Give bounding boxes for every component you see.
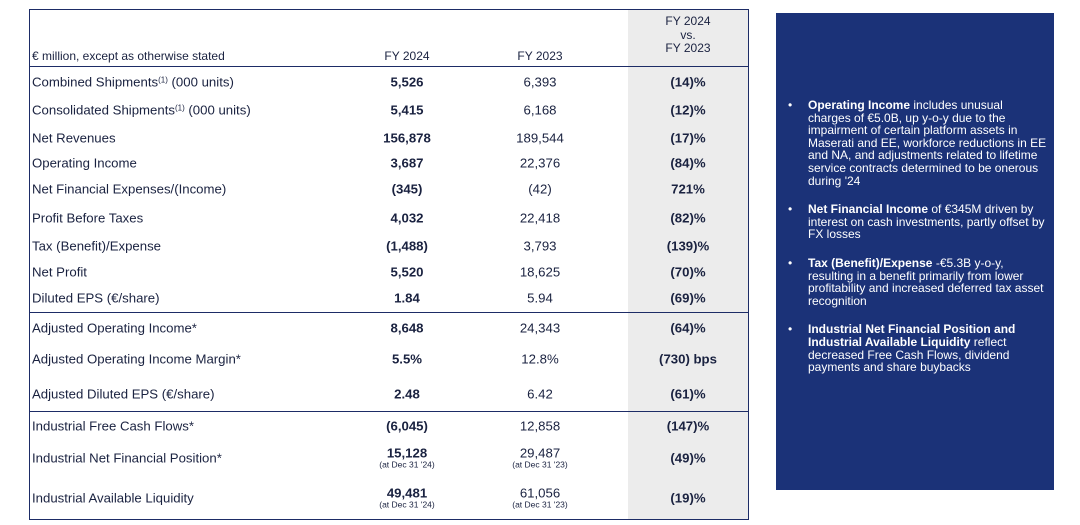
header-fy2024: FY 2024	[384, 49, 430, 63]
table-row: Tax (Benefit)/Expense (1,488) 3,793 (139…	[30, 232, 748, 260]
row-change-value: (49)%	[670, 450, 706, 466]
header-fy2023: FY 2023	[517, 49, 563, 63]
table-row: Combined Shipments(1) (000 units) 5,526 …	[30, 66, 748, 97]
table-row: Adjusted Operating Income* 8,648 24,343 …	[30, 312, 748, 342]
table-row: Adjusted Diluted EPS (€/share) 2.48 6.42…	[30, 377, 748, 411]
table-row: Net Revenues 156,878 189,544 (17)%	[30, 124, 748, 152]
table-row: Adjusted Operating Income Margin* 5.5% 1…	[30, 341, 748, 377]
row-fy2024-value: 5,526	[390, 74, 424, 90]
row-fy2023-value: 12,858	[519, 418, 561, 434]
row-label: Industrial Net Financial Position*	[32, 450, 222, 466]
row-label: Adjusted Operating Income*	[32, 320, 197, 335]
row-label: Consolidated Shipments(1) (000 units)	[32, 102, 251, 118]
row-fy2023-value: 24,343	[519, 320, 561, 335]
comparison-column-shading	[628, 10, 748, 519]
row-fy2023-value: 5.94	[527, 290, 553, 306]
header-comparison-line3: FY 2023	[665, 41, 711, 55]
table-row: Net Financial Expenses/(Income) (345) (4…	[30, 174, 748, 204]
row-change-value: (61)%	[670, 386, 706, 402]
row-change-value: (82)%	[670, 210, 706, 226]
commentary-item-tax: • Tax (Benefit)/Expense -€5.3B y-o-y, res…	[788, 255, 1044, 308]
row-change-value: (17)%	[670, 130, 706, 146]
row-label: Profit Before Taxes	[32, 210, 144, 226]
commentary-item-net-financial-income: • Net Financial Income of €345M driven by…	[788, 202, 1045, 242]
row-change-value: (64)%	[670, 320, 706, 335]
table-row: Diluted EPS (€/share) 1.84 5.94 (69)%	[30, 284, 748, 312]
row-label: Industrial Available Liquidity	[32, 490, 194, 506]
row-fy2023-value: 29,487 (at Dec 31 '23)	[480, 446, 600, 470]
row-change-value: (730) bps	[659, 351, 717, 367]
header-comparison: FY 2024 vs. FY 2023	[628, 14, 748, 56]
table-row: Operating Income 3,687 22,376 (84)%	[30, 152, 748, 174]
row-fy2023-value: 18,625	[519, 264, 561, 280]
row-label: Adjusted Diluted EPS (€/share)	[32, 386, 215, 402]
row-fy2024-value: 8,648	[390, 320, 424, 335]
row-fy2023-value: 12.8%	[521, 351, 559, 367]
table-row: Industrial Free Cash Flows* (6,045) 12,8…	[30, 411, 748, 440]
header-comparison-line2: vs.	[680, 27, 696, 42]
row-label: Adjusted Operating Income Margin*	[32, 351, 241, 367]
row-fy2024-value: 5,415	[390, 102, 424, 118]
row-fy2023-value: 189,544	[516, 130, 564, 146]
financial-summary-table: € million, except as otherwise stated FY…	[29, 9, 749, 520]
row-label: Net Financial Expenses/(Income)	[32, 181, 227, 197]
row-change-value: (69)%	[670, 290, 706, 306]
header-description: € million, except as otherwise stated	[32, 49, 225, 63]
row-fy2024-value: 5.5%	[391, 351, 423, 367]
row-fy2024-date-note: (at Dec 31 '24)	[379, 499, 435, 510]
commentary-item-operating-income: • Operating Income includes unusual charg…	[788, 98, 1047, 188]
row-fy2024-value: 4,032	[390, 210, 424, 226]
row-label: Industrial Free Cash Flows*	[32, 418, 194, 434]
row-fy2023-date-note: (at Dec 31 '23)	[512, 459, 568, 470]
header-comparison-line1: FY 2024	[665, 14, 711, 28]
row-fy2024-value: 5,520	[390, 264, 424, 280]
row-label: Tax (Benefit)/Expense	[32, 238, 162, 254]
row-label: Combined Shipments(1) (000 units)	[32, 74, 234, 90]
commentary-item-liquidity: • Industrial Net Financial Position and I…	[788, 322, 1016, 375]
row-change-value: (14)%	[670, 74, 706, 90]
row-fy2024-value: (1,488)	[386, 238, 428, 254]
row-fy2024-value: (6,045)	[386, 418, 428, 434]
row-fy2024-value: 3,687	[390, 155, 424, 171]
row-fy2024-value: 15,128 (at Dec 31 '24)	[352, 446, 462, 470]
row-fy2023-value: 22,418	[519, 210, 561, 226]
commentary-panel: • Operating Income includes unusual charg…	[776, 13, 1054, 490]
row-change-value: (147)%	[666, 418, 710, 434]
row-fy2023-value: 6.42	[527, 386, 553, 402]
table-header-row: € million, except as otherwise stated FY…	[30, 10, 748, 66]
row-label: Net Profit	[32, 264, 87, 280]
row-change-value: (84)%	[670, 155, 706, 171]
row-fy2023-value: 3,793	[523, 238, 557, 254]
row-fy2024-value: 49,481 (at Dec 31 '24)	[352, 486, 462, 510]
row-change-value: (70)%	[670, 264, 706, 280]
row-fy2023-value: 6,393	[523, 74, 557, 90]
row-fy2024-value: (345)	[391, 181, 423, 197]
commentary-list: • Operating Income includes unusual charg…	[786, 99, 1048, 390]
row-fy2023-value: 61,056 (at Dec 31 '23)	[480, 486, 600, 510]
row-fy2023-value: (42)	[528, 181, 552, 197]
table-row: Industrial Available Liquidity 49,481 (at…	[30, 477, 748, 519]
row-change-value: (19)%	[670, 490, 706, 506]
row-change-value: 721%	[671, 181, 705, 197]
table-row: Profit Before Taxes 4,032 22,418 (82)%	[30, 204, 748, 232]
row-label: Net Revenues	[32, 130, 116, 146]
row-fy2023-value: 6,168	[523, 102, 557, 118]
row-change-value: (139)%	[666, 238, 710, 254]
row-fy2024-date-note: (at Dec 31 '24)	[379, 459, 435, 470]
row-fy2024-value: 156,878	[383, 130, 431, 146]
table-row: Industrial Net Financial Position* 15,12…	[30, 439, 748, 477]
row-label: Diluted EPS (€/share)	[32, 290, 160, 306]
row-fy2023-date-note: (at Dec 31 '23)	[512, 499, 568, 510]
row-fy2024-value: 2.48	[394, 386, 420, 402]
row-fy2024-value: 1.84	[394, 290, 420, 306]
table-row: Net Profit 5,520 18,625 (70)%	[30, 260, 748, 284]
row-fy2023-value: 22,376	[519, 155, 561, 171]
table-row: Consolidated Shipments(1) (000 units) 5,…	[30, 96, 748, 124]
row-label: Operating Income	[32, 155, 137, 171]
row-change-value: (12)%	[670, 102, 706, 118]
